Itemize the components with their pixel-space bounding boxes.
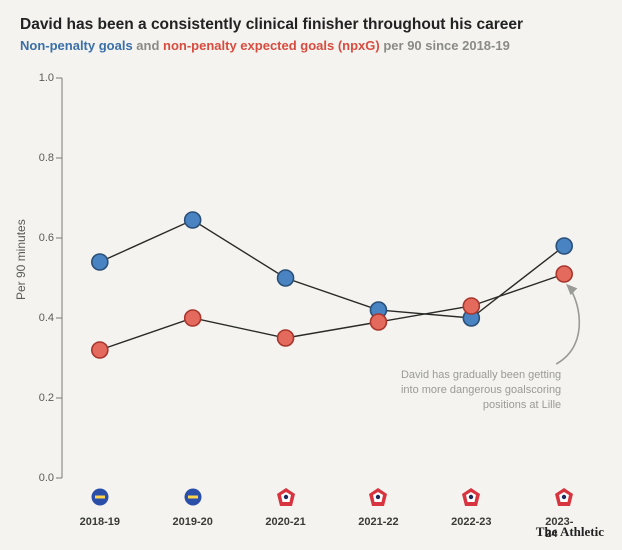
- marker-goals: [185, 212, 201, 228]
- marker-goals: [278, 270, 294, 286]
- legend-rest: per 90 since 2018-19: [380, 38, 510, 53]
- team-icon-lille: [460, 486, 482, 508]
- marker-npxg: [92, 342, 108, 358]
- x-tick-label: 2018-19: [80, 516, 120, 528]
- team-icon-lille: [553, 486, 575, 508]
- team-icon-gent: [182, 486, 204, 508]
- marker-npxg: [185, 310, 201, 326]
- source-credit: The Athletic: [536, 524, 604, 540]
- team-icon-gent: [89, 486, 111, 508]
- legend-and: and: [133, 38, 163, 53]
- chart-svg: [62, 78, 602, 478]
- marker-goals: [92, 254, 108, 270]
- y-tick-label: 1.0: [39, 72, 54, 84]
- y-tick-label: 0.0: [39, 472, 54, 484]
- marker-npxg: [370, 314, 386, 330]
- y-tick-label: 0.8: [39, 152, 54, 164]
- y-axis-label: Per 90 minutes: [14, 219, 28, 300]
- chart-plot-area: 0.00.20.40.60.81.02018-192019-202020-212…: [62, 78, 602, 478]
- x-tick-label: 2021-22: [358, 516, 398, 528]
- annotation-arrow: [556, 285, 579, 364]
- chart-title: David has been a consistently clinical f…: [20, 16, 523, 34]
- x-tick-label: 2019-20: [172, 516, 212, 528]
- marker-npxg: [556, 266, 572, 282]
- marker-npxg: [278, 330, 294, 346]
- series-line-goals: [100, 220, 564, 318]
- x-tick-label: 2020-21: [265, 516, 305, 528]
- marker-goals: [556, 238, 572, 254]
- legend-series1: Non-penalty goals: [20, 38, 133, 53]
- series-line-npxg: [100, 274, 564, 350]
- y-tick-label: 0.2: [39, 392, 54, 404]
- y-tick-label: 0.4: [39, 312, 54, 324]
- legend-series2: non-penalty expected goals (npxG): [163, 38, 380, 53]
- annotation-text: David has gradually been getting into mo…: [391, 368, 561, 413]
- chart-subtitle: Non-penalty goals and non-penalty expect…: [20, 38, 510, 53]
- team-icon-lille: [367, 486, 389, 508]
- y-tick-label: 0.6: [39, 232, 54, 244]
- team-icon-lille: [275, 486, 297, 508]
- marker-npxg: [463, 298, 479, 314]
- x-tick-label: 2022-23: [451, 516, 491, 528]
